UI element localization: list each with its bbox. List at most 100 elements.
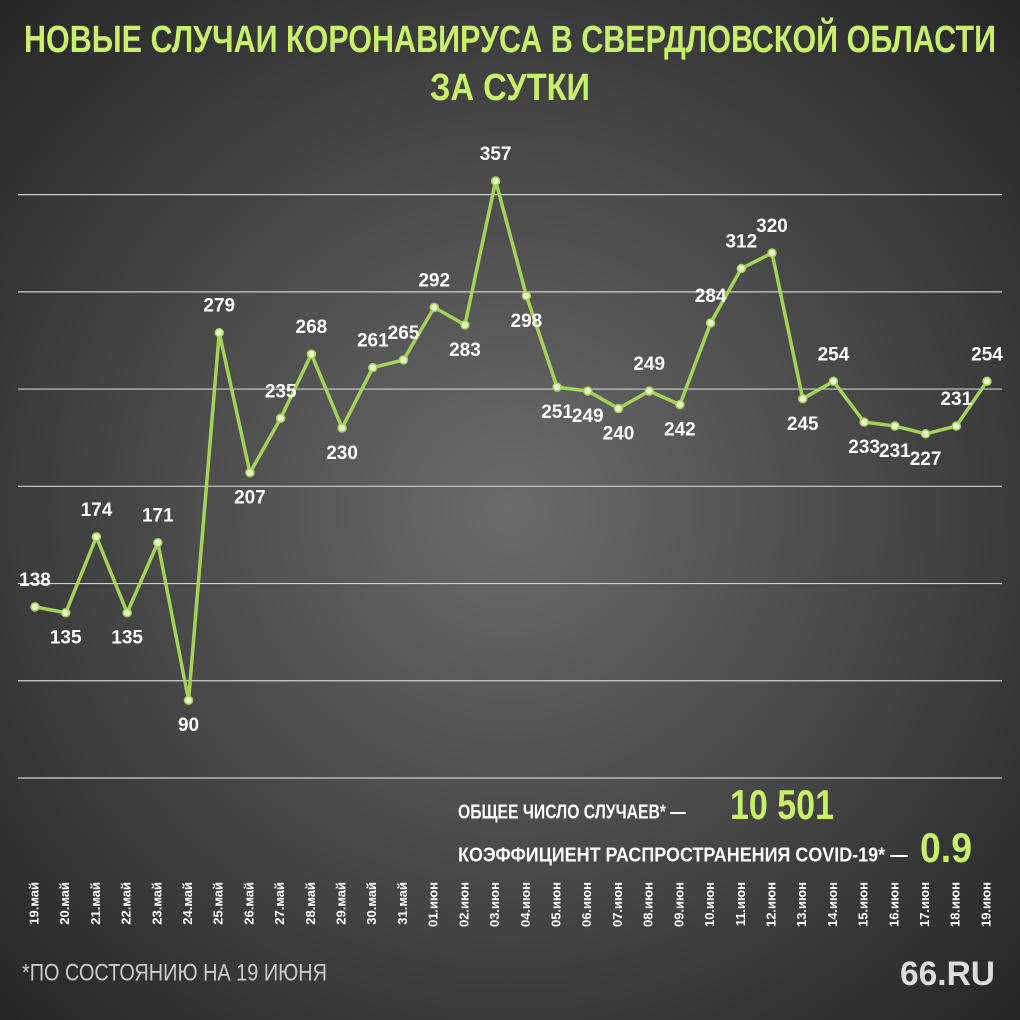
x-tick-label: 01.июн	[426, 882, 441, 927]
x-tick-label: 21.май	[88, 882, 103, 925]
x-tick-label: 31.май	[395, 882, 410, 925]
data-label: 249	[572, 406, 604, 427]
data-label: 254	[971, 344, 1003, 365]
data-point	[275, 413, 286, 423]
data-point	[920, 429, 931, 439]
data-label: 283	[449, 340, 481, 361]
data-label: 231	[879, 441, 911, 462]
data-label: 135	[50, 628, 82, 649]
data-label: 230	[326, 443, 358, 464]
data-point	[828, 376, 839, 387]
data-point	[521, 290, 532, 301]
data-point	[368, 362, 378, 373]
logo: 66.RU	[900, 955, 995, 993]
data-label: 320	[756, 216, 788, 237]
x-tick-label: 04.июн	[518, 882, 533, 927]
data-label: 265	[388, 323, 420, 344]
x-tick-label: 23.май	[149, 882, 164, 925]
data-point	[245, 467, 255, 478]
data-label: 231	[940, 389, 972, 410]
x-tick-label: 16.июн	[886, 882, 901, 927]
data-label: 227	[910, 449, 942, 470]
data-point	[675, 399, 685, 410]
x-tick-label: 18.июн	[948, 882, 963, 927]
data-label: 261	[357, 331, 389, 352]
data-point	[490, 176, 501, 186]
data-label: 268	[296, 317, 328, 338]
data-label: 298	[511, 311, 543, 332]
data-label: 207	[234, 488, 266, 509]
x-tick-label: 24.май	[180, 882, 195, 925]
chart-title: НОВЫЕ СЛУЧАИ КОРОНАВИРУСА В СВЕРДЛОВСКОЙ…	[24, 16, 996, 61]
data-label: 233	[848, 437, 880, 458]
data-label: 245	[787, 414, 819, 435]
x-tick-label: 14.июн	[825, 882, 840, 927]
x-tick-label: 27.май	[272, 882, 287, 925]
data-point	[552, 382, 562, 392]
x-tick-label: 28.май	[303, 882, 318, 925]
data-point	[153, 537, 163, 548]
data-point	[890, 421, 900, 431]
data-label: 292	[418, 270, 450, 291]
data-point	[736, 263, 747, 274]
x-tick-label: 17.июн	[917, 882, 932, 927]
data-label: 135	[111, 628, 143, 649]
data-line	[34, 179, 989, 702]
stat-label: КОЭФФИЦИЕНТ РАСПРОСТРАНЕНИЯ COVID-19* —	[458, 844, 908, 866]
data-point	[613, 403, 624, 414]
data-label: 242	[664, 420, 696, 441]
data-point	[583, 386, 593, 396]
stat-value: 10 501	[730, 781, 834, 828]
data-point	[183, 695, 194, 705]
data-label: 254	[818, 344, 850, 365]
data-point	[122, 607, 132, 618]
x-tick-label: 19.май	[26, 882, 41, 925]
data-label: 284	[695, 286, 727, 307]
x-tick-label: 06.июн	[579, 882, 594, 927]
data-label: 174	[81, 500, 113, 521]
data-point	[306, 349, 317, 359]
data-point	[797, 394, 808, 404]
x-tick-label: 26.май	[241, 882, 256, 925]
data-point	[337, 423, 347, 433]
x-tick-label: 30.май	[364, 882, 379, 925]
data-point	[398, 355, 409, 365]
chart-title: ЗА СУТКИ	[430, 67, 590, 109]
x-tick-label: 12.июн	[763, 882, 778, 927]
data-label: 357	[480, 144, 512, 165]
x-tick-label: 03.июн	[487, 882, 502, 927]
data-point	[951, 421, 962, 431]
x-tick-label: 10.июн	[702, 882, 717, 927]
data-point	[982, 376, 992, 387]
x-tick-label: 05.июн	[549, 882, 564, 927]
data-point	[60, 607, 71, 618]
x-tick-label: 22.май	[119, 882, 134, 925]
data-label: 240	[603, 424, 635, 445]
x-tick-label: 11.июн	[733, 882, 748, 926]
x-tick-label: 19.июн	[978, 882, 993, 927]
x-tick-label: 20.май	[57, 882, 72, 925]
data-point	[767, 248, 777, 258]
footnote: *ПО СОСТОЯНИЮ НА 19 ИЮНЯ	[22, 959, 327, 986]
data-point	[705, 318, 716, 328]
data-point	[460, 320, 470, 330]
data-point	[91, 532, 102, 542]
data-label: 312	[725, 232, 757, 253]
data-label: 90	[178, 715, 199, 736]
data-point	[644, 386, 654, 396]
data-point	[30, 602, 40, 612]
x-tick-label: 29.май	[334, 882, 349, 925]
x-tick-label: 09.июн	[671, 882, 686, 927]
data-point	[429, 302, 439, 313]
x-tick-label: 25.май	[211, 882, 226, 925]
data-label: 279	[203, 296, 235, 317]
data-point	[214, 327, 225, 338]
x-tick-label: 02.июн	[456, 882, 471, 927]
x-tick-label: 08.июн	[641, 882, 656, 927]
data-label: 249	[633, 354, 665, 375]
data-label: 138	[19, 570, 51, 591]
stat-label: ОБЩЕЕ ЧИСЛО СЛУЧАЕВ* —	[458, 801, 686, 823]
data-label: 171	[142, 506, 174, 527]
